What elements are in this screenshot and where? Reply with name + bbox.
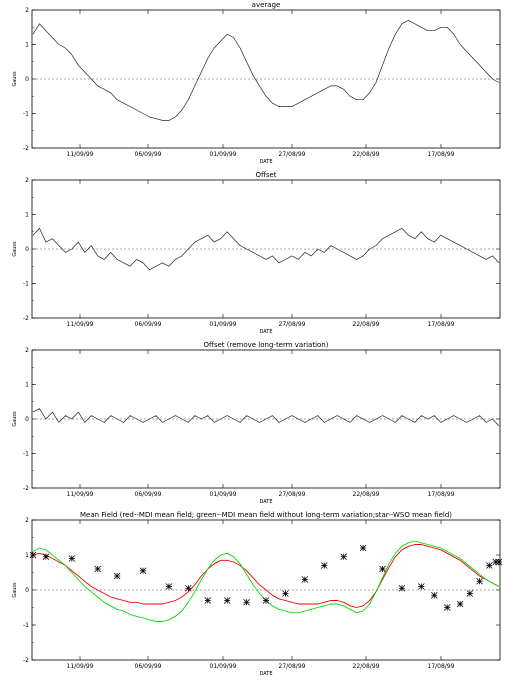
y-tick-label: -1 [23,451,29,458]
x-tick-label: 11/09/99 [67,321,94,328]
x-tick-label: 01/09/99 [210,491,237,498]
y-tick-label: 1 [25,382,29,389]
chart-title: average [252,1,281,9]
x-tick-label: 06/09/99 [135,321,162,328]
x-tick-label: 22/08/99 [353,151,380,158]
chart-panel-3: Offset (remove long-term variation) -2 -1 0… [12,341,501,505]
x-tick-label: 27/08/99 [279,321,306,328]
wso-star-marker [340,553,347,561]
x-tick-label: 01/09/99 [210,151,237,158]
y-tick-label: -2 [23,315,29,322]
x-tick-label: 17/08/99 [428,151,455,158]
wso-star-marker [466,590,474,597]
wso-star-marker [165,583,173,590]
chart-title: Mean Field (red--MDI mean field; green--… [80,511,452,519]
x-tick-label: 11/09/99 [67,151,94,158]
x-tick-label: 17/08/99 [428,663,455,670]
chart-title: Offset (remove long-term variation) [204,341,329,349]
y-axis-label: Gauss [12,582,18,598]
y-tick-label: 0 [25,587,29,594]
series-line-1 [32,19,500,121]
series-line-1 [32,227,500,271]
y-axis-label: Gauss [12,71,18,87]
x-tick-label: 17/08/99 [428,491,455,498]
wso-star-marker [418,583,425,590]
y-tick-label: 2 [25,177,29,184]
y-tick-label: 2 [25,347,29,354]
series-line-1 [32,544,500,608]
x-tick-label: 27/08/99 [279,491,306,498]
wso-star-marker [443,604,451,611]
x-tick-label: 01/09/99 [210,321,237,328]
y-tick-label: -2 [23,657,29,664]
y-tick-label: 0 [25,246,29,253]
y-tick-label: 2 [25,517,29,524]
chart-panel-4: Mean Field (red--MDI mean field; green--… [12,511,503,677]
x-tick-label: 27/08/99 [279,151,306,158]
y-tick-label: -1 [23,622,29,629]
x-axis-label: DATE [259,329,272,335]
wso-star-marker [94,565,102,573]
y-tick-label: 0 [25,76,29,83]
wso-star-marker [185,584,192,592]
series-line-1 [32,408,500,427]
y-tick-label: 2 [25,7,29,14]
wso-star-marker [476,577,483,585]
wso-star-marker [320,562,328,569]
wso-star-marker [282,590,289,597]
chart-panel-1: average -2 -1 0 1 2 11/09/99 06/09/99 01/09/99 27… [12,1,501,165]
x-axis-label: DATE [259,159,272,165]
series-line-2 [32,540,500,622]
wso-star-marker [68,555,76,562]
x-tick-label: 06/09/99 [135,491,162,498]
wso-star-marker [379,565,386,573]
y-tick-label: 0 [25,416,29,423]
chart-panel-2: Offset -2 -1 0 1 2 11/09/99 06/09/99 01/09/99 27/… [12,171,501,335]
x-tick-label: 11/09/99 [67,491,94,498]
x-tick-label: 06/09/99 [135,151,162,158]
x-tick-label: 11/09/99 [67,663,94,670]
x-axis-label: DATE [259,499,272,505]
wso-star-marker [262,597,270,604]
wso-star-marker [42,553,50,561]
x-tick-label: 22/08/99 [353,663,380,670]
y-tick-label: 1 [25,42,29,49]
wso-star-marker [223,597,231,604]
wso-star-marker [495,558,503,566]
y-axis-label: Gauss [12,241,18,257]
chart-title: Offset [255,171,276,179]
wso-star-marker [139,567,147,575]
y-tick-label: -1 [23,281,29,288]
x-tick-label: 01/09/99 [210,663,237,670]
x-tick-label: 22/08/99 [353,491,380,498]
y-tick-label: -2 [23,145,29,152]
y-axis-label: Gauss [12,411,18,427]
y-tick-label: -2 [23,485,29,492]
y-tick-label: -1 [23,111,29,118]
wso-star-marker [456,600,464,608]
wso-star-marker [359,544,367,552]
x-tick-label: 27/08/99 [279,663,306,670]
wso-star-marker [113,572,121,580]
wso-star-marker [486,562,493,569]
wso-star-marker [29,551,37,559]
x-axis-label: DATE [259,671,272,677]
y-tick-label: 1 [25,212,29,219]
x-tick-label: 17/08/99 [428,321,455,328]
wso-star-marker [243,598,250,606]
x-tick-label: 06/09/99 [135,663,162,670]
wso-star-marker [430,591,438,599]
x-tick-label: 22/08/99 [353,321,380,328]
wso-star-marker [204,597,212,604]
wso-star-marker [301,576,309,583]
wso-star-marker [398,584,406,592]
y-tick-label: 1 [25,552,29,559]
